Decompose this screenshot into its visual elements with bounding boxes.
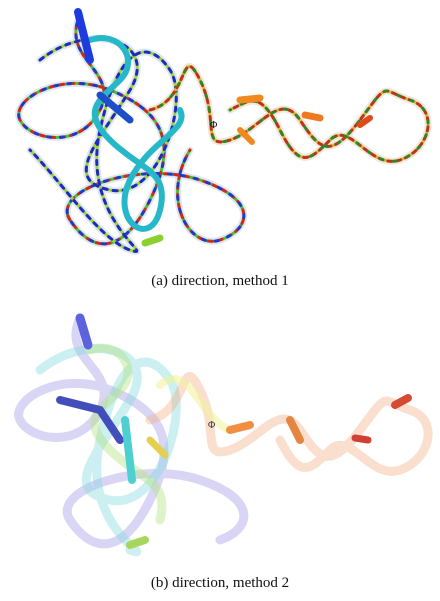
caption: (a) direction, method 1 bbox=[0, 273, 440, 290]
tube bbox=[240, 98, 260, 100]
tube bbox=[80, 318, 88, 345]
tube bbox=[125, 420, 132, 480]
image-method-1: Φ bbox=[19, 12, 428, 252]
figure: Φ Φ (a) direction, method 1 (b) directio… bbox=[0, 0, 440, 601]
tube bbox=[355, 438, 368, 440]
image-method-2: Φ bbox=[19, 318, 428, 552]
tube bbox=[130, 540, 145, 545]
label: Φ bbox=[210, 120, 217, 131]
tube bbox=[145, 238, 160, 243]
tube bbox=[305, 115, 320, 118]
caption: (b) direction, method 2 bbox=[0, 575, 440, 592]
tube bbox=[230, 425, 250, 430]
label: Φ bbox=[208, 420, 215, 431]
figure-graphics: Φ Φ bbox=[0, 0, 440, 601]
